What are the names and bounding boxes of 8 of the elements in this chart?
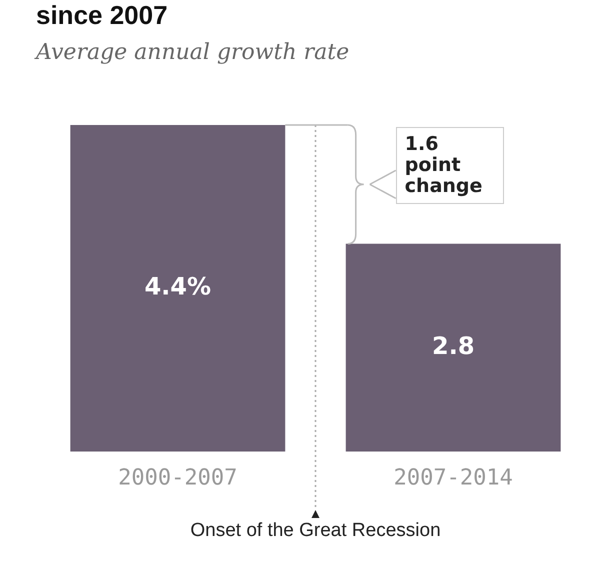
x-tick-label: 2007-2014 — [394, 466, 513, 491]
data-label: 4.4% — [144, 272, 212, 301]
data-label: 2.8 — [432, 332, 475, 360]
annotation: 1.6 point change — [396, 127, 504, 204]
chart-subtitle: Average annual growth rate — [36, 40, 350, 65]
x-tick-label: 2000-2007 — [118, 466, 238, 491]
text: Onset of the Great Recession — [190, 520, 441, 542]
chart-title: since 2007 — [36, 0, 168, 31]
